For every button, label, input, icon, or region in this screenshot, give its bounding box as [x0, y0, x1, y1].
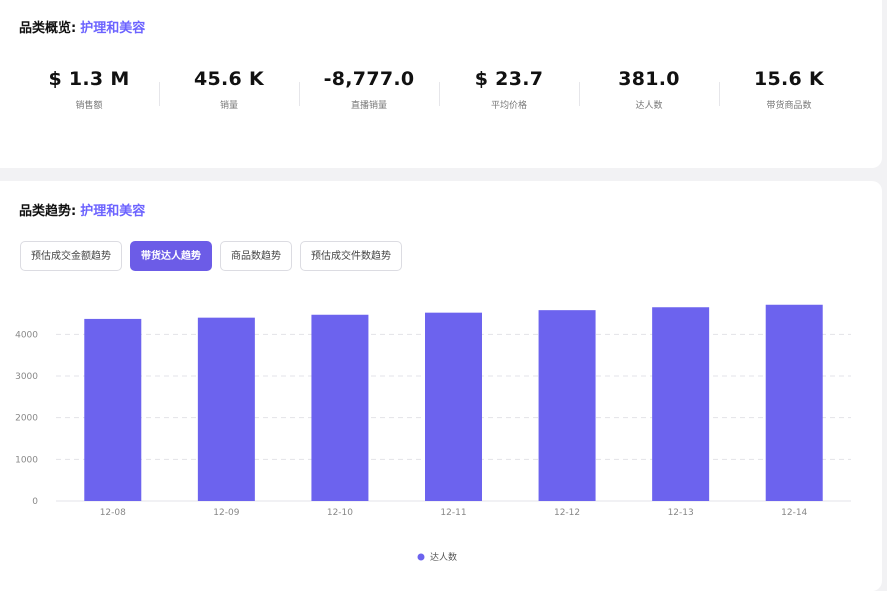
x-tick-label: 12-09 [213, 508, 239, 518]
metric-creator-count: 381.0 达人数 [579, 68, 719, 118]
metric-value: -8,777.0 [323, 68, 415, 90]
tab-product-count-trend[interactable]: 商品数趋势 [220, 241, 292, 271]
overview-title-label: 品类概览: [19, 21, 77, 36]
tab-creator-trend[interactable]: 带货达人趋势 [130, 241, 212, 271]
y-tick-label: 0 [32, 497, 38, 507]
metric-value: 15.6 K [753, 68, 825, 90]
bar[interactable] [765, 304, 823, 501]
y-tick-label: 3000 [15, 372, 38, 382]
y-tick-label: 2000 [15, 414, 38, 424]
metric-value: 45.6 K [193, 68, 265, 90]
bar[interactable] [538, 310, 596, 501]
x-tick-label: 12-13 [668, 508, 694, 518]
x-tick-label: 12-14 [781, 508, 807, 518]
x-tick-label: 12-10 [327, 508, 353, 518]
metric-label: 直播销量 [350, 101, 387, 111]
tab-gmv-trend[interactable]: 预估成交金额趋势 [20, 241, 122, 271]
bar[interactable] [197, 317, 255, 501]
overview-card: 品类概览: 护理和美容 $ 1.3 M 销售额 45.6 K 销量 -8,777.… [0, 0, 882, 168]
legend-label[interactable]: 达人数 [430, 551, 457, 563]
metric-value: 381.0 [618, 68, 680, 90]
metric-live-sales: -8,777.0 直播销量 [299, 68, 439, 118]
trend-category: 护理和美容 [80, 204, 146, 219]
y-tick-label: 4000 [15, 330, 38, 340]
metric-label: 销售额 [75, 101, 103, 111]
trend-tabs: 预估成交金额趋势 带货达人趋势 商品数趋势 预估成交件数趋势 [20, 241, 402, 271]
metric-label: 带货商品数 [766, 101, 812, 111]
metric-label: 平均价格 [490, 101, 527, 111]
bar[interactable] [425, 312, 482, 501]
x-tick-label: 12-11 [440, 508, 466, 518]
metric-sales-volume: 45.6 K 销量 [159, 68, 299, 118]
metric-label: 销量 [219, 101, 238, 111]
tab-units-trend[interactable]: 预估成交件数趋势 [300, 241, 402, 271]
metric-product-count: 15.6 K 带货商品数 [719, 68, 859, 118]
bar[interactable] [84, 318, 142, 501]
y-tick-label: 1000 [15, 455, 38, 465]
metric-value: $ 23.7 [474, 68, 544, 90]
bar[interactable] [652, 307, 710, 501]
overview-title: 品类概览: 护理和美容 [19, 17, 145, 36]
trend-title-label: 品类趋势: [19, 204, 77, 219]
metric-sales-amount: $ 1.3 M 销售额 [19, 68, 159, 118]
metrics-row: $ 1.3 M 销售额 45.6 K 销量 -8,777.0 直播销量 $ 23… [19, 68, 859, 118]
metric-value: $ 1.3 M [48, 68, 130, 90]
x-tick-label: 12-08 [100, 508, 126, 518]
legend-marker[interactable] [417, 553, 425, 561]
bar[interactable] [311, 314, 369, 501]
overview-category: 护理和美容 [80, 21, 146, 36]
metric-label: 达人数 [635, 101, 663, 111]
x-tick-label: 12-12 [554, 508, 580, 518]
trend-title: 品类趋势: 护理和美容 [19, 200, 145, 219]
metric-average-price: $ 23.7 平均价格 [439, 68, 579, 118]
